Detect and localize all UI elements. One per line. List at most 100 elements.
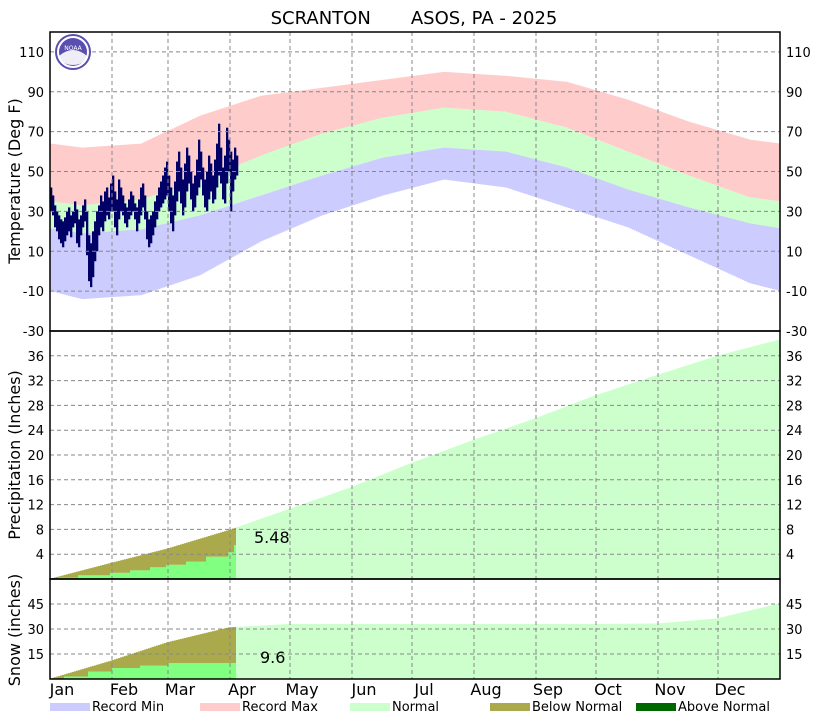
below-normal-bar	[230, 627, 233, 663]
observed-cumulative-bar	[126, 668, 129, 679]
normal-range-bar	[226, 170, 229, 207]
below-normal-bar	[80, 570, 83, 576]
normal-cumulative-bar	[458, 445, 461, 579]
normal-range-bar	[306, 139, 309, 181]
normal-cumulative-bar	[398, 467, 401, 579]
normal-cumulative-bar	[420, 624, 423, 679]
observed-temp-bar	[94, 221, 97, 262]
normal-cumulative-bar	[708, 358, 711, 579]
observed-temp-bar	[138, 199, 141, 224]
normal-range-bar	[742, 194, 745, 222]
normal-cumulative-bar	[546, 624, 549, 679]
normal-cumulative-bar	[550, 624, 553, 679]
record-min-bar	[330, 172, 333, 213]
normal-range-bar	[210, 176, 213, 212]
record-min-bar	[456, 148, 459, 182]
normal-range-bar	[652, 161, 655, 197]
below-normal-bar	[186, 637, 189, 663]
record-max-bar	[482, 74, 485, 111]
normal-cumulative-bar	[586, 624, 589, 679]
record-min-bar	[490, 150, 493, 186]
record-min-bar	[338, 170, 341, 210]
observed-temp-bar	[214, 159, 217, 200]
record-max-bar	[738, 136, 741, 194]
normal-cumulative-bar	[534, 624, 537, 679]
normal-range-bar	[772, 200, 775, 228]
below-normal-bar	[138, 555, 141, 571]
observed-temp-bar	[218, 123, 221, 176]
observed-temp-bar	[92, 231, 95, 278]
observed-temp-bar	[166, 161, 169, 196]
record-min-bar	[742, 221, 745, 280]
normal-cumulative-bar	[682, 621, 685, 679]
normal-cumulative-bar	[252, 626, 255, 679]
normal-range-bar	[580, 133, 583, 173]
below-normal-bar	[142, 554, 145, 571]
normal-range-bar	[250, 159, 253, 199]
observed-cumulative-bar	[224, 556, 227, 579]
record-max-bar	[304, 90, 307, 140]
normal-cumulative-bar	[618, 623, 621, 679]
record-min-bar	[196, 216, 199, 277]
record-max-bar	[502, 75, 505, 112]
record-min-bar	[360, 164, 363, 203]
below-normal-bar	[82, 668, 85, 677]
normal-cumulative-bar	[276, 513, 279, 579]
record-min-bar	[672, 202, 675, 248]
observed-cumulative-bar	[222, 556, 225, 579]
observed-cumulative-bar	[116, 668, 119, 679]
normal-range-bar	[356, 124, 359, 166]
below-normal-bar	[226, 627, 229, 663]
normal-cumulative-bar	[330, 624, 333, 679]
normal-range-bar	[268, 152, 271, 193]
record-max-bar	[640, 104, 643, 157]
record-max-bar	[660, 111, 663, 165]
below-normal-bar	[202, 633, 205, 663]
record-min-bar	[276, 190, 279, 235]
normal-range-bar	[502, 111, 505, 152]
normal-range-bar	[680, 172, 683, 206]
y-tick-label-right: 15	[786, 648, 803, 663]
normal-cumulative-bar	[576, 624, 579, 679]
normal-cumulative-bar	[664, 372, 667, 579]
record-max-bar	[156, 136, 159, 195]
below-normal-bar	[112, 562, 115, 573]
record-min-bar	[128, 230, 131, 296]
normal-cumulative-bar	[472, 440, 475, 579]
record-max-bar	[698, 124, 701, 180]
record-max-bar	[204, 114, 207, 180]
observed-cumulative-bar	[154, 567, 157, 579]
normal-cumulative-bar	[340, 490, 343, 579]
normal-range-bar	[482, 110, 485, 151]
y-tick-label-right: 110	[786, 46, 811, 61]
observed-cumulative-bar	[220, 556, 223, 579]
observed-cumulative-bar	[130, 570, 133, 579]
normal-cumulative-bar	[752, 346, 755, 579]
record-max-bar	[434, 73, 437, 110]
record-max-bar	[166, 131, 169, 192]
normal-cumulative-bar	[236, 626, 239, 679]
record-min-bar	[116, 230, 119, 297]
record-min-bar	[270, 192, 273, 238]
record-max-bar	[540, 79, 543, 121]
chart-title: SCRANTON ASOS, PA - 2025	[271, 8, 558, 29]
normal-range-bar	[236, 165, 239, 204]
record-max-bar	[402, 77, 405, 115]
record-max-bar	[278, 93, 281, 150]
normal-range-bar	[570, 129, 573, 169]
normal-cumulative-bar	[774, 604, 777, 679]
record-max-bar	[582, 86, 585, 134]
normal-cumulative-bar	[318, 624, 321, 679]
normal-range-bar	[568, 128, 571, 169]
record-max-bar	[418, 75, 421, 112]
record-max-bar	[386, 79, 389, 118]
normal-cumulative-bar	[348, 624, 351, 679]
record-max-bar	[778, 143, 781, 202]
observed-cumulative-bar	[138, 570, 141, 579]
record-min-bar	[432, 149, 435, 183]
record-min-bar	[624, 188, 627, 227]
observed-temp-bar	[56, 211, 59, 232]
below-normal-bar	[150, 647, 153, 666]
record-max-bar	[710, 128, 713, 184]
normal-cumulative-bar	[598, 623, 601, 679]
